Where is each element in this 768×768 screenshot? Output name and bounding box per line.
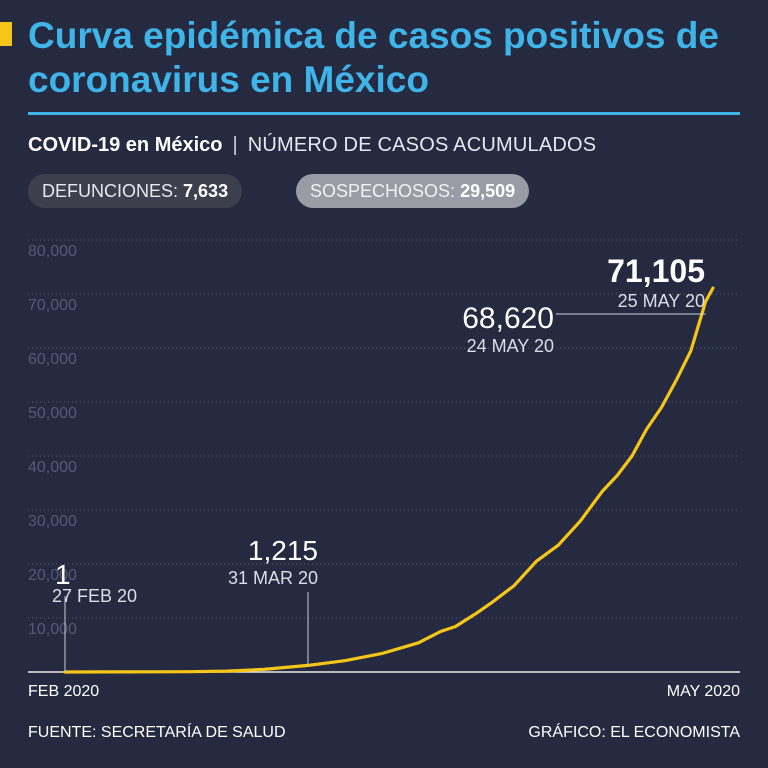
chart-subtitle: COVID-19 en México | NÚMERO DE CASOS ACUMU… bbox=[28, 134, 596, 157]
y-tick-label: 50,000 bbox=[28, 405, 77, 422]
annotation-value: 68,620 bbox=[462, 302, 554, 335]
deaths-badge: DEFUNCIONES: 7,633 bbox=[28, 174, 243, 208]
annotation-value: 1,215 bbox=[248, 535, 318, 566]
deaths-label: DEFUNCIONES: bbox=[42, 181, 179, 201]
annotation-date: 31 MAR 20 bbox=[228, 568, 318, 588]
y-tick-label: 20,000 bbox=[28, 567, 77, 584]
subtitle-country: COVID-19 en México bbox=[28, 134, 223, 156]
y-tick-label: 30,000 bbox=[28, 513, 77, 530]
annotation-value: 1 bbox=[55, 559, 71, 590]
annotation-date: 24 MAY 20 bbox=[467, 336, 554, 356]
annotation-value: 71,105 bbox=[607, 253, 705, 289]
annotation-date: 27 FEB 20 bbox=[52, 586, 137, 606]
x-tick-label-start: FEB 2020 bbox=[28, 683, 99, 700]
series-line bbox=[63, 286, 715, 674]
x-tick-label-end: MAY 2020 bbox=[667, 683, 740, 700]
y-tick-label: 40,000 bbox=[28, 459, 77, 476]
annotation-date: 25 MAY 20 bbox=[618, 291, 705, 311]
deaths-value: 7,633 bbox=[183, 181, 229, 201]
suspects-badge: SOSPECHOSOS: 29,509 bbox=[296, 174, 530, 208]
chart-title: Curva epidémica de casos positivos de co… bbox=[28, 15, 719, 100]
y-tick-label: 70,000 bbox=[28, 297, 77, 314]
source-note: FUENTE: SECRETARÍA DE SALUD bbox=[28, 724, 286, 741]
credit-note: GRÁFICO: EL ECONOMISTA bbox=[528, 724, 740, 741]
accent-bar bbox=[0, 22, 12, 46]
title-divider bbox=[28, 112, 740, 115]
suspects-value: 29,509 bbox=[460, 181, 516, 201]
subtitle-measure: NÚMERO DE CASOS ACUMULADOS bbox=[247, 134, 597, 156]
y-tick-label: 80,000 bbox=[28, 243, 77, 260]
subtitle-separator: | bbox=[232, 134, 238, 156]
suspects-label: SOSPECHOSOS: bbox=[310, 181, 456, 201]
y-tick-label: 60,000 bbox=[28, 351, 77, 368]
y-tick-label: 10,000 bbox=[28, 621, 77, 638]
